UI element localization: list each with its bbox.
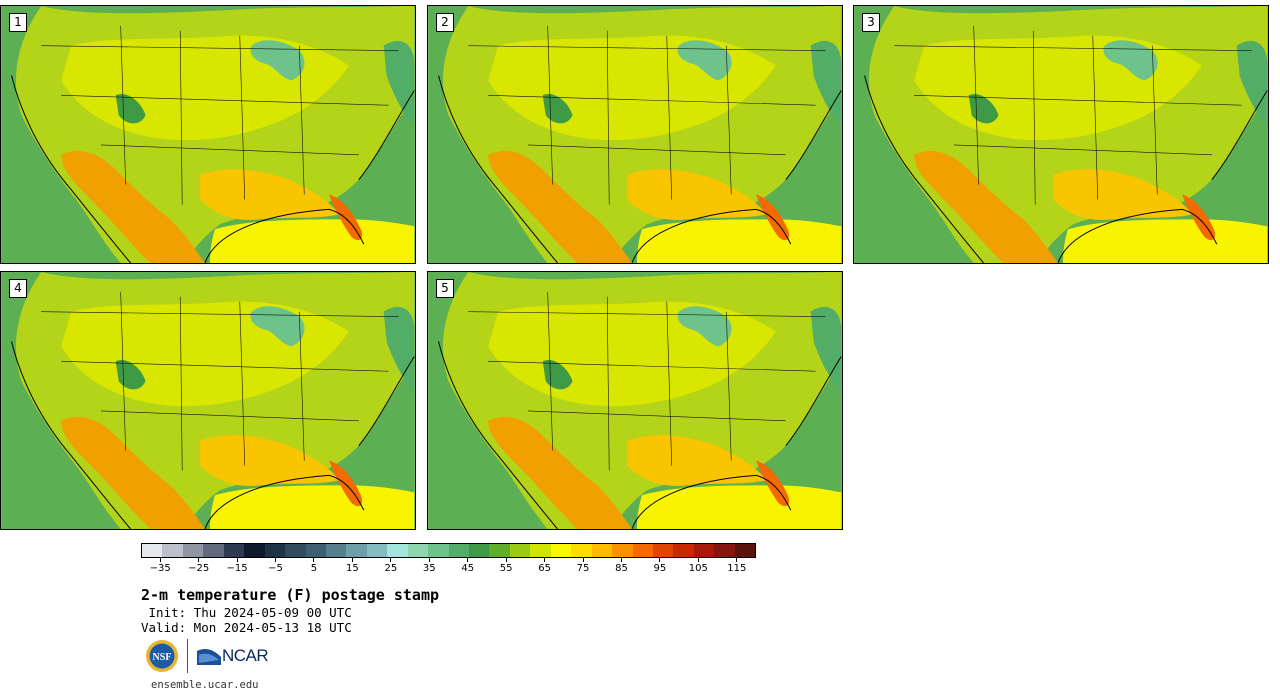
valid-time: Valid: Mon 2024-05-13 18 UTC [141, 620, 352, 635]
colorbar-ticks: −35 −25 −15 −5 5 15 25 35 45 55 65 75 85 95 105 115 [141, 558, 756, 578]
colorbar-tick-label: 35 [422, 563, 436, 574]
colorbar-segment [285, 544, 306, 557]
colorbar-tick [544, 558, 546, 562]
colorbar-tick-label: 65 [538, 563, 551, 574]
colorbar-tick-label: −5 [268, 563, 283, 574]
colorbar-segment [734, 544, 756, 557]
colorbar-segment [612, 544, 633, 557]
colorbar-segment [428, 544, 449, 557]
colorbar-tick-label: 45 [461, 563, 475, 574]
colorbar-segment [244, 544, 265, 557]
site-url: ensemble.ucar.edu [151, 679, 259, 691]
colorbar-segment [305, 544, 326, 557]
init-time: Init: Thu 2024-05-09 00 UTC [141, 605, 352, 620]
colorbar-segment [407, 544, 429, 557]
colorbar-tick-label: 5 [310, 563, 318, 574]
temperature-map [428, 6, 842, 263]
colorbar-segment [366, 544, 388, 557]
colorbar-tick [467, 558, 469, 562]
colorbar-segment [673, 544, 694, 557]
colorbar-tick [582, 558, 584, 562]
colorbar-segment [530, 544, 551, 557]
colorbar-tick-label: −15 [226, 563, 248, 574]
nsf-logo-icon: NSF [146, 640, 178, 672]
colorbar-segment [469, 544, 490, 557]
ncar-logo: NCAR [197, 646, 269, 666]
logo-divider [187, 639, 188, 673]
colorbar-segment [550, 544, 572, 557]
colorbar-segment [571, 544, 592, 557]
colorbar-tick-label: 95 [653, 563, 667, 574]
ncar-mark-icon [197, 649, 221, 665]
colorbar-tick-label: 25 [384, 563, 398, 574]
colorbar-tick [428, 558, 430, 562]
temperature-map [428, 272, 842, 529]
nsf-logo-text: NSF [153, 652, 172, 663]
colorbar-segment [714, 544, 735, 557]
colorbar-segment [182, 544, 204, 557]
colorbar-segment [203, 544, 224, 557]
temperature-colorbar [141, 543, 756, 558]
colorbar-tick [351, 558, 353, 562]
panel-number: 2 [436, 13, 454, 32]
logos: NSF NCAR [145, 638, 269, 674]
colorbar-segment [142, 544, 163, 557]
page-title: 2-m temperature (F) postage stamp [141, 586, 440, 604]
colorbar-segment [489, 544, 510, 557]
colorbar-tick-label: 15 [346, 563, 359, 574]
colorbar-segment [346, 544, 367, 557]
colorbar-tick [159, 558, 161, 562]
colorbar-tick-label: 75 [576, 563, 590, 574]
colorbar-tick [198, 558, 200, 562]
postage-stamp-map: 5 [427, 271, 843, 530]
temperature-map [1, 272, 415, 529]
postage-stamp-map: 3 [853, 5, 1269, 264]
panel-number: 5 [436, 279, 454, 298]
ncar-logo-text: NCAR [222, 646, 269, 665]
colorbar-tick [659, 558, 661, 562]
colorbar-segment [223, 544, 245, 557]
colorbar-tick-label: −35 [149, 563, 171, 574]
temperature-map [854, 6, 1268, 263]
temperature-map [1, 6, 415, 263]
colorbar-segment [632, 544, 653, 557]
colorbar-segment [325, 544, 347, 557]
colorbar-tick-label: 85 [615, 563, 628, 574]
colorbar-tick [390, 558, 392, 562]
colorbar-segment [162, 544, 183, 557]
colorbar-tick [313, 558, 315, 562]
panel-number: 4 [9, 279, 27, 298]
colorbar-segment [591, 544, 613, 557]
colorbar-tick [697, 558, 699, 562]
postage-stamp-map: 4 [0, 271, 416, 530]
postage-stamp-map: 1 [0, 5, 416, 264]
panel-number: 1 [9, 13, 27, 32]
colorbar-segment [509, 544, 531, 557]
colorbar-tick [236, 558, 238, 562]
colorbar-tick-label: 55 [499, 563, 513, 574]
colorbar-segment [693, 544, 715, 557]
colorbar-segment [448, 544, 469, 557]
colorbar-tick [505, 558, 507, 562]
colorbar-tick [275, 558, 277, 562]
postage-stamp-map: 2 [427, 5, 843, 264]
colorbar-tick-label: −25 [188, 563, 210, 574]
colorbar-segment [387, 544, 408, 557]
colorbar-tick-label: 105 [688, 563, 708, 574]
colorbar-tick [736, 558, 738, 562]
colorbar-tick-label: 115 [727, 563, 747, 574]
colorbar-segment [652, 544, 674, 557]
colorbar-segment [264, 544, 286, 557]
colorbar-tick [620, 558, 622, 562]
panel-number: 3 [862, 13, 880, 32]
